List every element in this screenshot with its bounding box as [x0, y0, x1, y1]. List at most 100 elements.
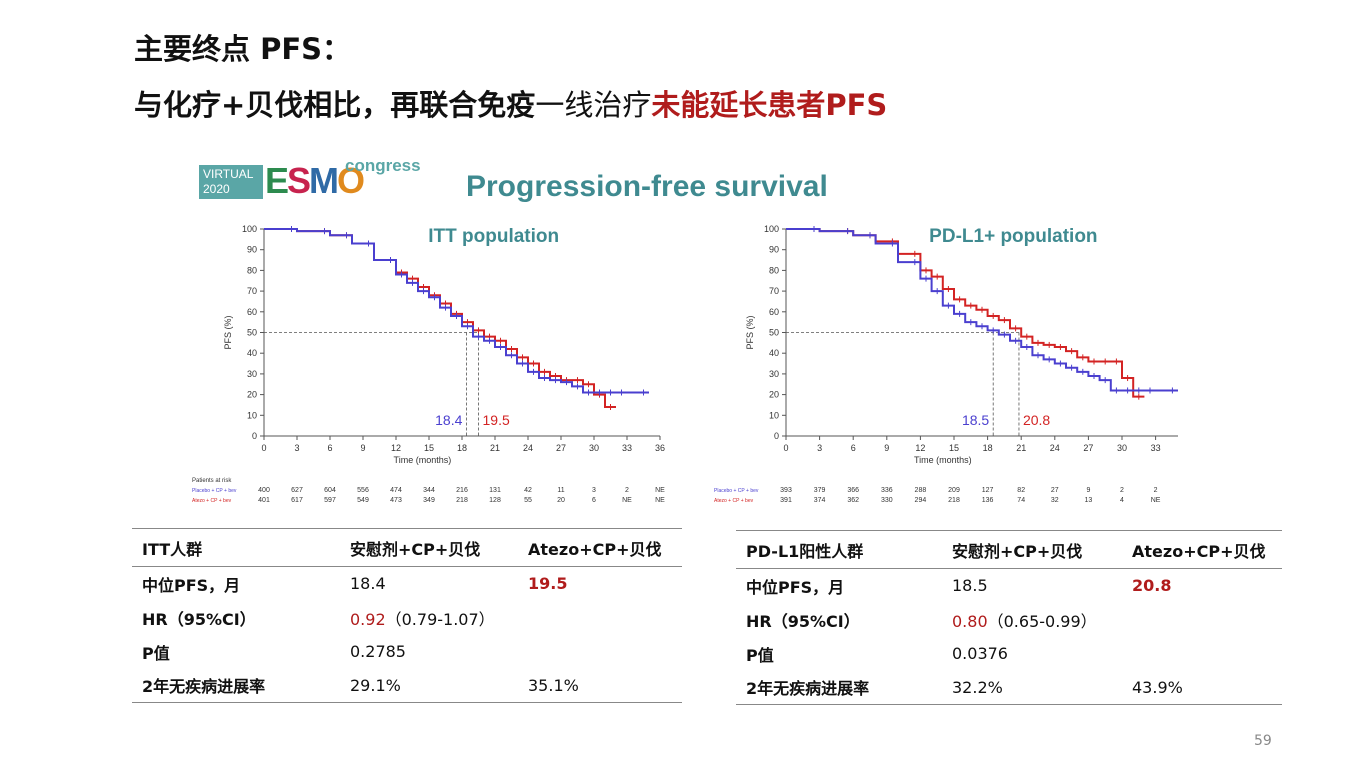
- x-tick-label: 27: [556, 443, 566, 453]
- y-tick-label: 70: [769, 286, 779, 296]
- risk-value: 11: [557, 487, 564, 494]
- x-tick-label: 27: [1083, 443, 1093, 453]
- x-tick-label: 12: [915, 443, 925, 453]
- y-tick-label: 0: [252, 431, 257, 441]
- y-axis-label: PFS (%): [223, 315, 233, 349]
- risk-value: 400: [258, 487, 270, 494]
- y-tick-label: 10: [247, 410, 257, 420]
- risk-value: 336: [881, 487, 893, 494]
- y-tick-label: 90: [247, 245, 257, 255]
- table-row: HR（95%CI） 0.92（0.79-1.07）: [132, 601, 682, 635]
- cell-value: 18.4: [350, 574, 386, 594]
- figure-title: Progression-free survival: [466, 170, 828, 203]
- x-tick-label: 33: [1151, 443, 1161, 453]
- logo-letter: O: [337, 160, 365, 201]
- risk-value: 604: [324, 487, 336, 494]
- row-label: P值: [746, 645, 774, 665]
- x-tick-label: 6: [327, 443, 332, 453]
- risk-value: 82: [1017, 487, 1025, 494]
- y-tick-label: 50: [247, 328, 257, 338]
- risk-row-label: Atezo + CP + bev: [714, 498, 754, 504]
- itt-results-table: ITT人群 安慰剂+CP+贝伐 Atezo+CP+贝伐 中位PFS，月 18.4…: [132, 528, 682, 703]
- risk-value: 391: [780, 497, 792, 504]
- slide-title-line1: 主要终点 PFS：: [134, 32, 352, 66]
- risk-value: NE: [622, 497, 632, 504]
- row-label: P值: [142, 643, 170, 663]
- logo-esmo-letters: ESMO: [265, 160, 365, 201]
- risk-value: 136: [982, 497, 994, 504]
- risk-value: 127: [982, 487, 994, 494]
- hr-ci: （0.65-0.99）: [987, 611, 1097, 631]
- table-row: 2年无疾病进展率 32.2% 43.9%: [736, 670, 1282, 705]
- x-tick-label: 30: [589, 443, 599, 453]
- risk-value: 401: [258, 497, 270, 504]
- x-tick-label: 12: [391, 443, 401, 453]
- risk-value: 209: [948, 487, 960, 494]
- y-tick-label: 100: [764, 224, 779, 234]
- risk-value: 374: [814, 497, 826, 504]
- cell-value-highlight: 19.5: [528, 574, 568, 594]
- y-tick-label: 20: [247, 390, 257, 400]
- x-tick-label: 18: [457, 443, 467, 453]
- logo-letter: E: [265, 160, 289, 201]
- median-label: 18.4: [435, 412, 462, 428]
- panel-title: ITT population: [428, 226, 559, 247]
- y-tick-label: 0: [774, 431, 779, 441]
- x-tick-label: 33: [622, 443, 632, 453]
- title-part-red: 未能延长患者PFS: [651, 88, 888, 122]
- risk-value: 393: [780, 487, 792, 494]
- table-header-cell: 安慰剂+CP+贝伐: [340, 528, 518, 567]
- risk-value: 6: [592, 497, 596, 504]
- x-axis-label: Time (months): [394, 455, 452, 465]
- y-tick-label: 100: [242, 224, 257, 234]
- risk-value: 27: [1051, 487, 1059, 494]
- km-curve-atezo: [264, 228, 616, 409]
- km-curve-atezo: [786, 228, 1145, 398]
- median-label: 19.5: [483, 412, 510, 428]
- title-part-thin: 一线治疗: [535, 88, 652, 122]
- risk-value: 2: [1154, 487, 1158, 494]
- risk-value: 474: [390, 487, 402, 494]
- table-header-cell: PD-L1阳性人群: [736, 530, 942, 569]
- table-row: 中位PFS，月 18.5 20.8: [736, 569, 1282, 603]
- risk-value: 13: [1085, 497, 1093, 504]
- risk-value: 349: [423, 497, 435, 504]
- risk-value: 294: [915, 497, 927, 504]
- cell-value: 0.2785: [350, 642, 406, 661]
- table-header-row: ITT人群 安慰剂+CP+贝伐 Atezo+CP+贝伐: [132, 528, 682, 567]
- risk-value: 2: [1120, 487, 1124, 494]
- pdl1-results-table: PD-L1阳性人群 安慰剂+CP+贝伐 Atezo+CP+贝伐 中位PFS，月 …: [736, 530, 1282, 705]
- table-header-row: PD-L1阳性人群 安慰剂+CP+贝伐 Atezo+CP+贝伐: [736, 530, 1282, 569]
- title-part-black: 与化疗+贝伐相比，再联合免疫: [134, 88, 536, 122]
- risk-row-label: Placebo + CP + bev: [714, 488, 759, 494]
- y-tick-label: 30: [769, 369, 779, 379]
- km-chart-pdl1: PD-L1+ population 0 10 20 30 40 50 60 70 80 90 100 0…: [714, 224, 1178, 504]
- risk-value: 617: [291, 497, 303, 504]
- table-header-cell: ITT人群: [132, 528, 340, 567]
- risk-value: 55: [524, 497, 532, 504]
- risk-table-header: Patients at risk: [192, 478, 232, 484]
- risk-value: 216: [456, 487, 468, 494]
- risk-value: 9: [1086, 487, 1090, 494]
- table-row: P值 0.0376: [736, 637, 1282, 671]
- cell-value: 43.9%: [1122, 670, 1282, 705]
- risk-value: 627: [291, 487, 303, 494]
- logo-letter: S: [287, 160, 311, 201]
- cell-value: [1122, 637, 1282, 671]
- y-tick-label: 30: [247, 369, 257, 379]
- row-label: 2年无疾病进展率: [132, 668, 340, 703]
- risk-value: 42: [524, 487, 532, 494]
- y-axis-label: PFS (%): [745, 315, 755, 349]
- y-tick-label: 40: [247, 348, 257, 358]
- risk-value: 131: [489, 487, 501, 494]
- risk-row-label: Atezo + CP + bev: [192, 498, 232, 504]
- y-tick-label: 60: [769, 307, 779, 317]
- risk-value: 32: [1051, 497, 1059, 504]
- logo-virtual-text: VIRTUAL: [203, 167, 254, 181]
- risk-value: NE: [655, 497, 665, 504]
- slide-title-line2: 与化疗+贝伐相比，再联合免疫一线治疗未能延长患者PFS: [134, 82, 887, 124]
- hr-value: 0.80: [952, 611, 988, 631]
- cell-value: 0.92（0.79-1.07）: [340, 601, 518, 635]
- km-curve-placebo: [264, 228, 649, 394]
